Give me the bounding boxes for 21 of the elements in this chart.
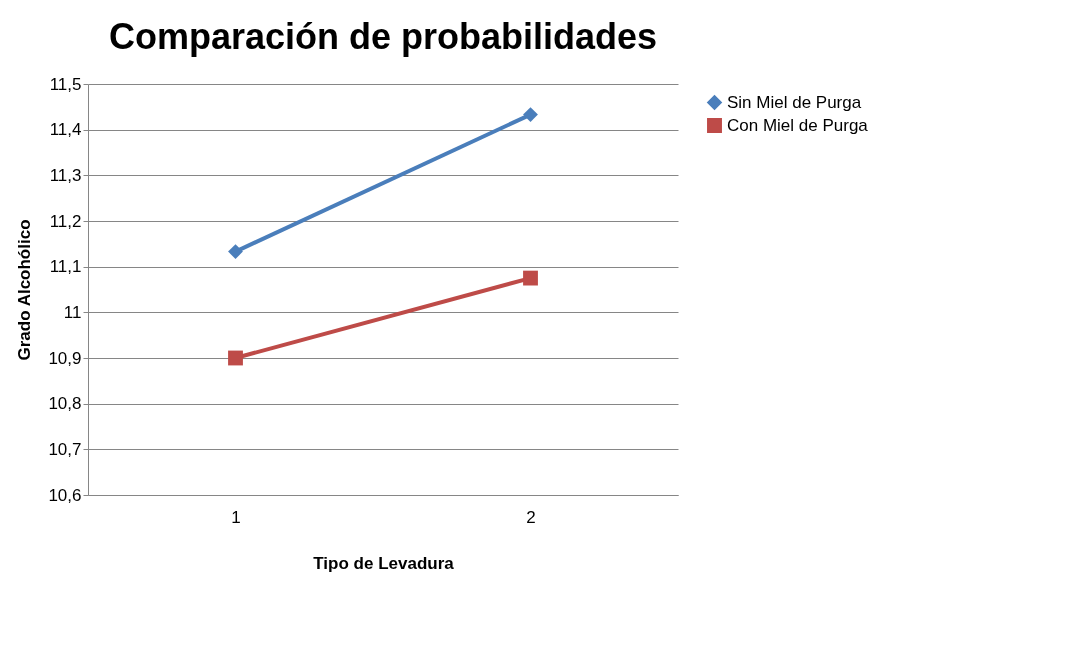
y-tick-label: 11,5 <box>49 74 82 94</box>
x-axis-title: Tipo de Levadura <box>313 553 455 573</box>
x-tick-label: 1 <box>231 507 241 527</box>
y-tick-label: 10,6 <box>48 485 82 505</box>
point <box>523 107 538 123</box>
y-tick-label: 11 <box>63 302 82 322</box>
y-tick-label: 11,2 <box>49 211 82 231</box>
point <box>228 350 243 366</box>
y-axis-title: Grado Alcohólico <box>15 219 35 361</box>
y-tick-label: 11,4 <box>49 120 82 140</box>
y-tick-label: 10,8 <box>48 394 82 414</box>
legend-label: Sin Miel de Purga <box>727 92 862 112</box>
y-tick-label: 10,7 <box>48 439 82 459</box>
y-tick-label: 11,1 <box>49 257 82 277</box>
x-tick-label: 2 <box>526 507 536 527</box>
y-tick-label: 11,3 <box>49 165 82 185</box>
chart-title: Comparación de probabilidades <box>108 16 658 57</box>
legend-label: Con Miel de Purga <box>727 115 869 135</box>
point <box>523 270 538 286</box>
y-tick-label: 10,9 <box>48 348 82 368</box>
point <box>228 244 243 260</box>
